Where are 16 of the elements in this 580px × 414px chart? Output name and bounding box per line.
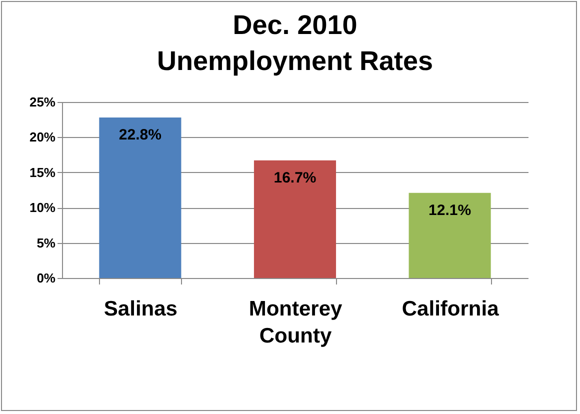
y-tick-label: 20% (29, 130, 56, 145)
data-label: 22.8% (118, 126, 162, 144)
data-label: 16.7% (274, 169, 316, 186)
x-tick-label: California (402, 298, 500, 320)
data-label: 12.1% (428, 202, 472, 219)
bar (408, 192, 491, 278)
bar (254, 160, 336, 278)
y-tick-label: 0% (36, 270, 56, 286)
x-tick-label: Monterey County (248, 298, 342, 348)
y-tick-label: 15% (29, 164, 56, 180)
y-tick-label: 10% (29, 200, 56, 216)
bar (99, 117, 182, 278)
y-tick-label: 25% (29, 94, 56, 110)
chart-title: Dec. 2010 Unemployment Rates (156, 10, 434, 76)
x-tick-label: Salinas (104, 298, 178, 320)
y-tick-label: 5% (36, 235, 56, 250)
